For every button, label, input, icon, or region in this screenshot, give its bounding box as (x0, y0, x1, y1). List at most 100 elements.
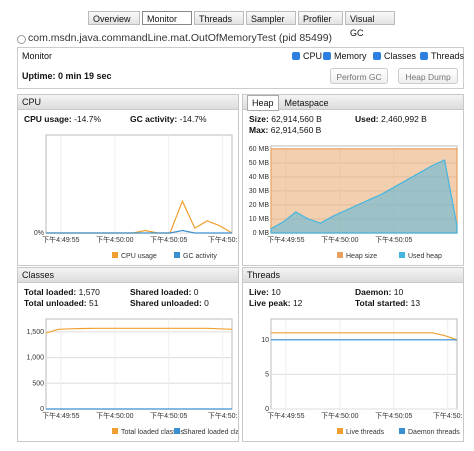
panel-tab[interactable]: Metaspace (284, 98, 329, 108)
legend-swatch (174, 252, 180, 258)
stat-value: 0 (204, 298, 209, 308)
panel: Heap Metaspace Size: 62,914,560 B Used: 2,4… (242, 94, 464, 266)
stat: Total unloaded: 51 (24, 298, 99, 308)
stat-value: 62,914,560 B (270, 125, 322, 135)
stat: Daemon: 10 (355, 287, 403, 297)
legend-swatch (337, 252, 343, 258)
legend-swatch (112, 252, 118, 258)
panel-header: CPU (18, 95, 238, 110)
panel-header: Heap Metaspace (243, 95, 463, 111)
uptime: Uptime: 0 min 19 sec (22, 71, 112, 81)
stat: Total loaded: 1,570 (24, 287, 100, 297)
x-tick-label: 下午4:50:05 (375, 411, 412, 420)
tab[interactable]: Monitor (142, 11, 192, 25)
panel-title: Threads (247, 270, 281, 280)
checkbox-box (420, 52, 428, 60)
tab[interactable]: Sampler (246, 11, 296, 25)
legend-label: Heap size (346, 253, 377, 260)
monitor-title: Monitor (22, 51, 53, 61)
stat-value: 12 (292, 298, 303, 308)
x-tick-label: 下午4:50:00 (96, 235, 133, 244)
stat-value: -14.7% (179, 114, 207, 124)
stat: Shared unloaded: 0 (130, 298, 209, 308)
stat: CPU usage: -14.7% (24, 114, 101, 124)
legend-label: GC activity (183, 253, 217, 260)
checkbox[interactable]: CPU (292, 51, 322, 62)
legend-label: Daemon threads (408, 429, 460, 436)
stat-label: Used: (355, 114, 379, 124)
checkbox-label: Threads (431, 51, 465, 61)
checkbox-label: CPU (303, 51, 323, 61)
legend-swatch (337, 428, 343, 434)
stat: Max: 62,914,560 B (249, 125, 321, 135)
stat-label: Size: (249, 114, 269, 124)
x-tick-label: 下午4:50: (433, 411, 463, 420)
panel-header: Classes (18, 268, 238, 283)
stat: Live: 10 (249, 287, 281, 297)
panel: Threads Live: 10 Daemon: 10 Live peak: 12 To… (242, 267, 464, 442)
line (45, 327, 233, 334)
area (270, 159, 458, 234)
y-tick-label: 0% (34, 230, 44, 237)
checkbox-box (373, 52, 381, 60)
tab[interactable]: Profiler (298, 11, 343, 25)
panel-header: Threads (243, 268, 463, 283)
line (271, 332, 458, 341)
button[interactable]: Perform GC (330, 68, 388, 84)
y-tick-label: 60 MB (249, 146, 270, 153)
checkbox[interactable]: Classes (373, 51, 416, 62)
stat: Size: 62,914,560 B (249, 114, 322, 124)
y-tick-label: 0 (40, 406, 44, 413)
x-tick-label: 下午4:50:05 (150, 235, 187, 244)
stat-label: Live: (249, 287, 269, 297)
x-tick-label: 下午4:50:05 (150, 411, 187, 420)
tab[interactable]: Threads (194, 11, 244, 25)
stat-value: 10 (393, 287, 404, 297)
panel: CPU CPU usage: -14.7% GC activity: -14.7% 0… (17, 94, 239, 266)
stat-label: Total started: (355, 298, 409, 308)
chart: 0 5 10 下午4:49:55 下午4:50:00 下午4:50:05 下午4:50: Li… (261, 318, 463, 436)
x-tick-label: 下午4:50:00 (96, 411, 133, 420)
x-tick-label: 下午4:49:55 (42, 235, 79, 244)
legend-label: Used heap (408, 253, 442, 260)
legend-swatch (174, 428, 180, 434)
stat-label: Total loaded: (24, 287, 77, 297)
panel-title: Classes (22, 270, 55, 280)
y-tick-label: 500 (32, 380, 44, 387)
stat-label: CPU usage: (24, 114, 72, 124)
stat-label: Max: (249, 125, 269, 135)
chart: 0%下午4:49:55 下午4:50:00 下午4:50:05 下午4:50: CPU … (34, 134, 238, 260)
y-tick-label: 10 MB (249, 216, 270, 223)
process-title: com.msdn.java.commandLine.mat.OutOfMemor… (28, 32, 333, 44)
stat-label: Shared loaded: (130, 287, 192, 297)
stat-value: 51 (89, 298, 99, 308)
checkbox-label: Classes (384, 51, 417, 61)
x-tick-label: 下午4:49:55 (42, 411, 79, 420)
chart: 0 500 1,000 1,500 下午4:49:55 下午4:50:00 下午4:50:0… (26, 318, 238, 436)
button[interactable]: Heap Dump (398, 68, 458, 84)
checkbox[interactable]: Threads (420, 51, 464, 62)
x-tick-label: 下午4:49:55 (267, 235, 304, 244)
y-tick-label: 0 MB (253, 230, 270, 237)
status-dot (17, 35, 26, 44)
tab[interactable]: Overview (88, 11, 140, 25)
legend-swatch (112, 428, 118, 434)
stat-label: Shared unloaded: (130, 298, 202, 308)
y-tick-label: 1,000 (26, 355, 44, 362)
stat-value: 2,460,992 B (381, 114, 427, 124)
stat: GC activity: -14.7% (130, 114, 207, 124)
x-tick-label: 下午4:50:00 (321, 411, 358, 420)
stat-value: 1,570 (78, 287, 100, 297)
x-tick-label: 下午4:49:55 (267, 411, 304, 420)
tab[interactable]: Visual GC (345, 11, 395, 38)
legend-label: CPU usage (121, 253, 157, 260)
panel-tab[interactable]: Heap (247, 95, 279, 111)
plot-area (45, 134, 233, 234)
x-tick-label: 下午4:50: (208, 235, 238, 244)
y-tick-label: 30 MB (249, 188, 270, 195)
legend-label: Shared loaded classes (183, 429, 238, 436)
legend-swatch (399, 428, 405, 434)
panel: Classes Total loaded: 1,570 Shared loaded:… (17, 267, 239, 442)
checkbox[interactable]: Memory (323, 51, 367, 62)
